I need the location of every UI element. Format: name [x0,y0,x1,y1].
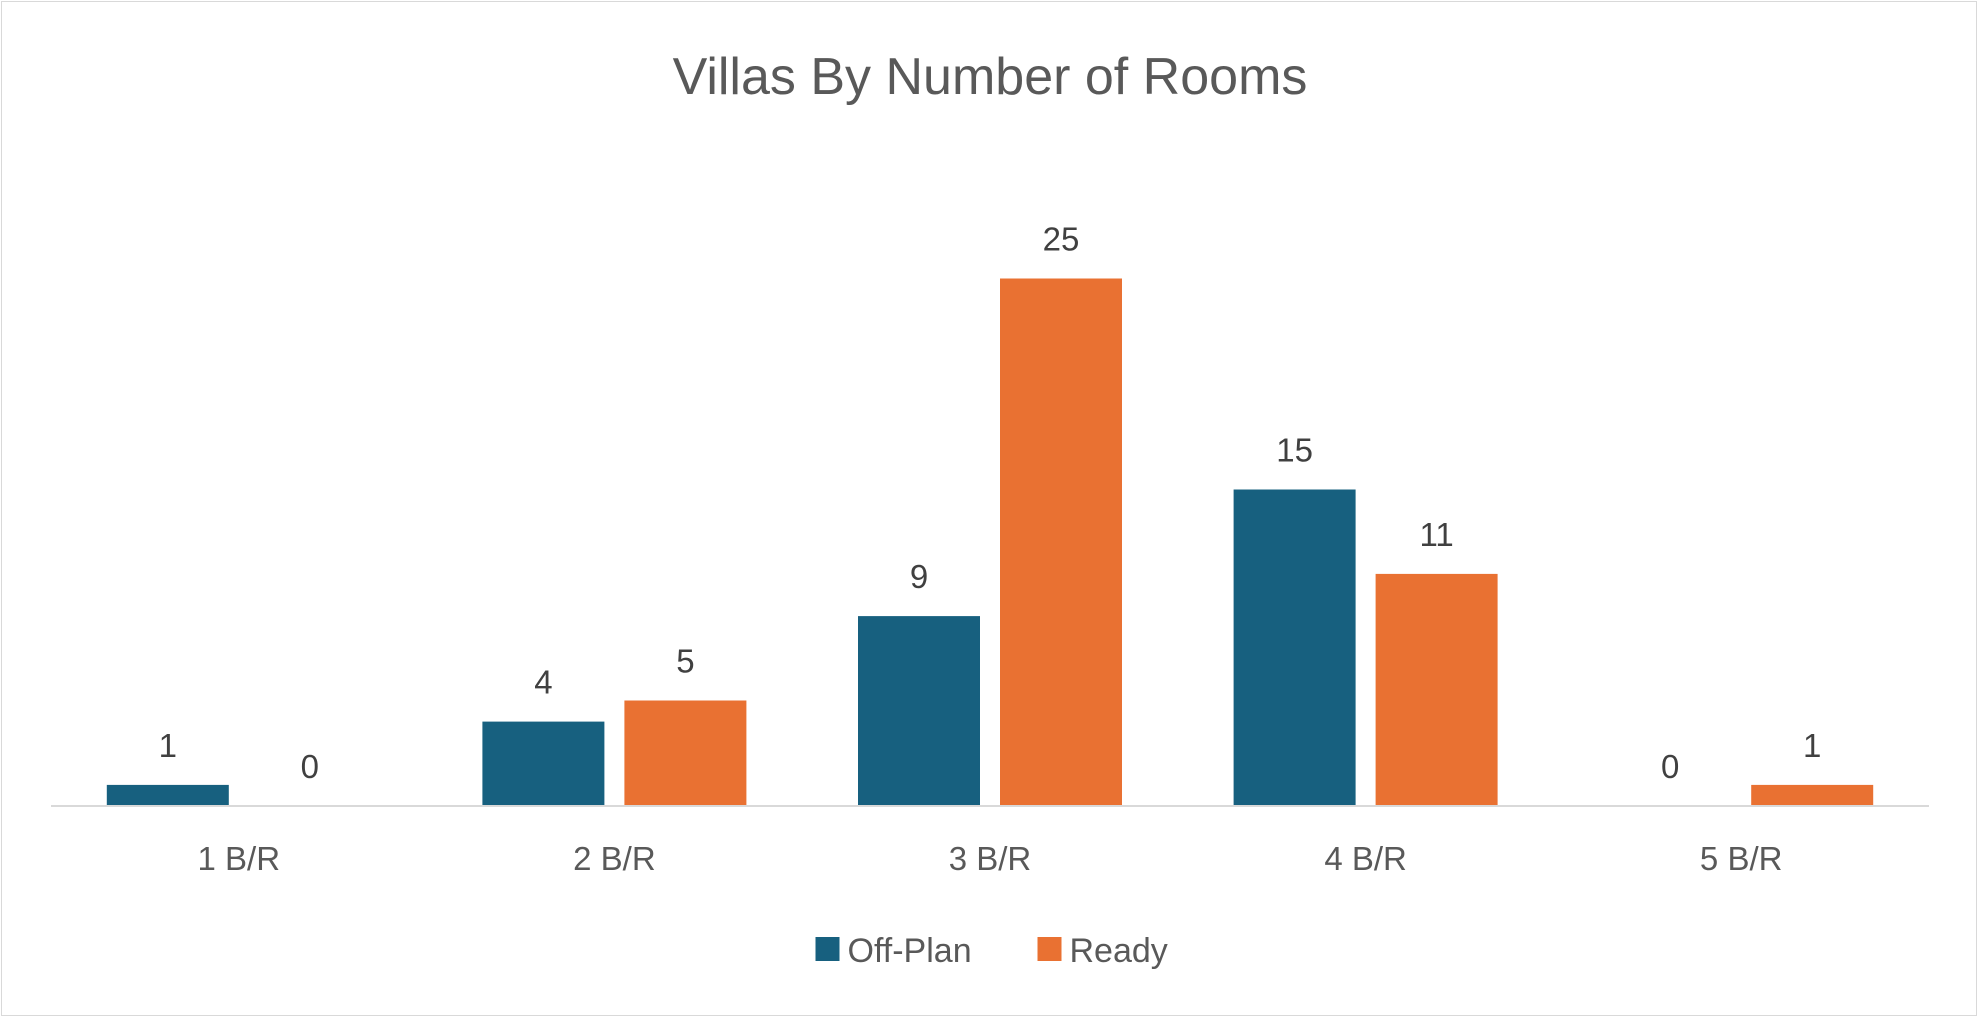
bar-ready-4-b-r [1375,573,1498,806]
bar-ready-3-b-r [1000,278,1122,806]
data-label-ready-3-b-r: 25 [1043,221,1080,258]
legend-label-off-plan: Off-Plan [848,932,972,970]
data-label-ready-4-b-r: 11 [1419,516,1453,553]
x-tick-5-b-r: 5 B/R [1700,840,1783,877]
bar-off-plan-3-b-r [858,616,980,806]
data-label-ready-2-b-r: 5 [676,643,694,680]
bars-layer [106,278,1874,806]
legend-item-ready: Ready [1037,932,1168,970]
data-label-off-plan-4-b-r: 15 [1276,432,1313,469]
data-label-off-plan-3-b-r: 9 [910,558,928,595]
legend-item-off-plan: Off-Plan [815,932,972,970]
bar-off-plan-1-b-r [106,784,229,806]
bar-ready-5-b-r [1751,784,1874,806]
legend-swatch-off-plan [815,937,840,961]
x-tick-1-b-r: 1 B/R [198,840,281,877]
x-tick-4-b-r: 4 B/R [1324,840,1407,877]
data-labels-layer: 1 0 4 5 9 25 15 11 0 1 [159,221,1822,786]
x-tick-labels: 1 B/R 2 B/R 3 B/R 4 B/R 5 B/R [198,840,1783,877]
x-tick-3-b-r: 3 B/R [949,840,1032,877]
legend: Off-Plan Ready [815,932,1168,970]
bar-off-plan-4-b-r [1233,489,1356,806]
data-label-off-plan-5-b-r: 0 [1661,748,1679,785]
x-tick-2-b-r: 2 B/R [573,840,656,877]
legend-swatch-ready [1037,937,1062,961]
legend-label-ready: Ready [1070,932,1168,970]
chart-title: Villas By Number of Rooms [673,48,1308,106]
data-label-off-plan-2-b-r: 4 [534,664,552,701]
data-label-off-plan-1-b-r: 1 [159,727,177,764]
data-label-ready-1-b-r: 0 [301,748,319,785]
bar-ready-2-b-r [624,700,747,806]
bar-off-plan-2-b-r [482,721,605,806]
data-label-ready-5-b-r: 1 [1803,727,1821,764]
